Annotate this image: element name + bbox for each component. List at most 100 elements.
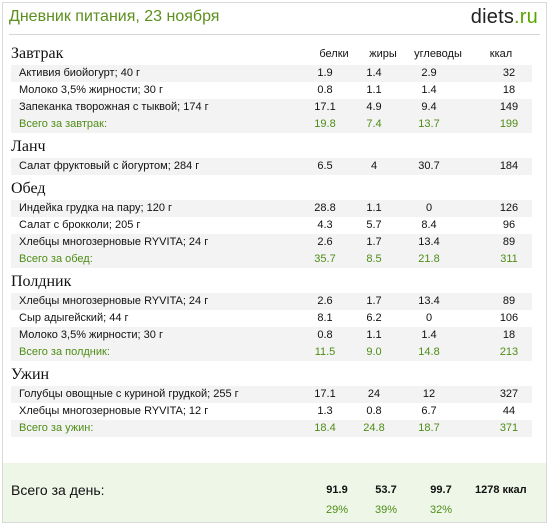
header: Дневник питания, 23 ноября diets.ru <box>3 3 546 35</box>
meal-total-protein: 18.4 <box>314 422 336 434</box>
meal-total-kcal: 371 <box>499 422 519 434</box>
food-kcal: 149 <box>499 101 519 113</box>
food-row[interactable]: Салат фруктовый с йогуртом; 284 г 6.5 4 30.… <box>11 158 532 175</box>
food-row[interactable]: Молоко 3,5% жирности; 30 г 0.8 1.1 1.4 18 <box>11 327 532 344</box>
food-name: Голубцы овощные с куриной грудкой; 255 г <box>19 388 239 400</box>
meal-total-row: Всего за обед: 35.7 8.5 21.8 311 <box>11 251 532 268</box>
food-row[interactable]: Индейка грудка на пару; 120 г 28.8 1.1 0 126 <box>11 200 532 217</box>
food-kcal: 106 <box>499 312 519 324</box>
column-header-protein: белки <box>319 48 349 60</box>
food-carbs: 2.9 <box>421 67 437 79</box>
header-divider <box>9 34 540 35</box>
food-fat: 1.1 <box>366 84 382 96</box>
food-row[interactable]: Хлебцы многозерновые RYVITA; 24 г 2.6 1.7 1… <box>11 293 532 310</box>
meal-total-label: Всего за обед: <box>19 253 93 265</box>
food-kcal: 184 <box>499 160 519 172</box>
meal-total-fat: 8.5 <box>366 253 382 265</box>
food-row[interactable]: Сыр адыгейский; 44 г 8.1 6.2 0 106 <box>11 310 532 327</box>
food-row[interactable]: Молоко 3,5% жирности; 30 г 0.8 1.1 1.4 18 <box>11 82 532 99</box>
meal-total-protein: 19.8 <box>314 118 336 130</box>
food-carbs: 8.4 <box>421 219 437 231</box>
food-row[interactable]: Голубцы овощные с куриной грудкой; 255 г… <box>11 386 532 403</box>
food-protein: 0.8 <box>317 329 333 341</box>
logo-main: diets <box>470 6 515 28</box>
food-fat: 1.1 <box>366 329 382 341</box>
food-kcal: 32 <box>502 67 516 79</box>
logo-tld: .ru <box>514 6 538 28</box>
food-kcal: 327 <box>499 388 519 400</box>
food-carbs: 1.4 <box>421 84 437 96</box>
meal-total-protein: 35.7 <box>314 253 336 265</box>
food-protein: 6.5 <box>317 160 333 172</box>
food-name: Запеканка творожная с тыквой; 174 г <box>19 101 209 113</box>
meal-total-kcal: 311 <box>500 253 518 265</box>
food-name: Молоко 3,5% жирности; 30 г <box>19 329 163 341</box>
food-name: Салат с брокколи; 205 г <box>19 219 141 231</box>
food-protein: 2.6 <box>317 295 333 307</box>
meal-total-fat: 24.8 <box>363 422 385 434</box>
food-protein: 1.9 <box>317 67 333 79</box>
meal-total-fat: 7.4 <box>366 118 382 130</box>
food-row[interactable]: Хлебцы многозерновые RYVITA; 24 г 2.6 1.7 1… <box>11 234 532 251</box>
food-carbs: 12 <box>422 388 436 400</box>
food-kcal: 44 <box>502 405 516 417</box>
day-carbs-percent: 32% <box>429 504 453 516</box>
meal-total-carbs: 14.8 <box>418 346 440 358</box>
food-carbs: 13.4 <box>418 236 440 248</box>
food-protein: 28.8 <box>314 202 336 214</box>
day-total-label: Всего за день: <box>11 482 105 498</box>
meal-total-row: Всего за ужин: 18.4 24.8 18.7 371 <box>11 420 532 437</box>
food-kcal: 89 <box>502 295 516 307</box>
food-row[interactable]: Запеканка творожная с тыквой; 174 г 17.1 4… <box>11 99 532 116</box>
meal-title: Завтрак <box>11 45 64 62</box>
day-carbs: 99.7 <box>430 484 452 496</box>
meal-total-protein: 11.5 <box>314 346 336 358</box>
food-row[interactable]: Хлебцы многозерновые RYVITA; 12 г 1.3 0.8 6… <box>11 403 532 420</box>
food-carbs: 9.4 <box>421 101 437 113</box>
meal-total-row: Всего за завтрак: 19.8 7.4 13.7 199 <box>11 116 532 133</box>
meal-total-label: Всего за полдник: <box>19 346 110 358</box>
food-carbs: 13.4 <box>418 295 440 307</box>
meal-total-row: Всего за полдник: 11.5 9.0 14.8 213 <box>11 344 532 361</box>
food-fat: 6.2 <box>366 312 382 324</box>
food-carbs: 6.7 <box>421 405 437 417</box>
day-fat: 53.7 <box>375 484 397 496</box>
food-fat: 0.8 <box>366 405 382 417</box>
day-fat-percent: 39% <box>374 504 398 516</box>
day-kcal: 1278 ккал <box>475 484 527 496</box>
column-header-kcal: ккал <box>489 48 513 60</box>
food-name: Активия биойогурт; 40 г <box>19 67 140 79</box>
page-title: Дневник питания, 23 ноября <box>9 8 220 25</box>
column-header-carbs: углеводы <box>414 48 462 60</box>
food-name: Индейка грудка на пару; 120 г <box>19 202 173 214</box>
food-fat: 4 <box>370 160 378 172</box>
food-name: Хлебцы многозерновые RYVITA; 12 г <box>19 405 209 417</box>
food-protein: 1.3 <box>317 405 333 417</box>
day-protein-percent: 29% <box>325 504 349 516</box>
meal-total-label: Всего за ужин: <box>19 422 94 434</box>
meal-total-kcal: 199 <box>499 118 519 130</box>
site-logo[interactable]: diets.ru <box>471 6 538 29</box>
food-row[interactable]: Активия биойогурт; 40 г 1.9 1.4 2.9 32 <box>11 65 532 82</box>
meal-title: Ужин <box>11 366 50 383</box>
meal-total-carbs: 21.8 <box>418 253 440 265</box>
food-kcal: 89 <box>502 236 516 248</box>
meal-title: Обед <box>11 180 46 197</box>
food-name: Хлебцы многозерновые RYVITA; 24 г <box>19 295 209 307</box>
meal-total-label: Всего за завтрак: <box>19 118 108 130</box>
food-fat: 1.7 <box>366 236 382 248</box>
food-fat: 1.7 <box>366 295 382 307</box>
food-kcal: 18 <box>502 329 516 341</box>
meal-total-kcal: 213 <box>499 346 519 358</box>
food-protein: 0.8 <box>317 84 333 96</box>
food-protein: 2.6 <box>317 236 333 248</box>
day-protein: 91.9 <box>326 484 348 496</box>
food-carbs: 0 <box>425 312 433 324</box>
food-row[interactable]: Салат с брокколи; 205 г 4.3 5.7 8.4 96 <box>11 217 532 234</box>
food-kcal: 96 <box>502 219 516 231</box>
food-name: Сыр адыгейский; 44 г <box>19 312 129 324</box>
food-carbs: 1.4 <box>421 329 437 341</box>
food-name: Молоко 3,5% жирности; 30 г <box>19 84 163 96</box>
meal-title: Ланч <box>11 138 46 155</box>
